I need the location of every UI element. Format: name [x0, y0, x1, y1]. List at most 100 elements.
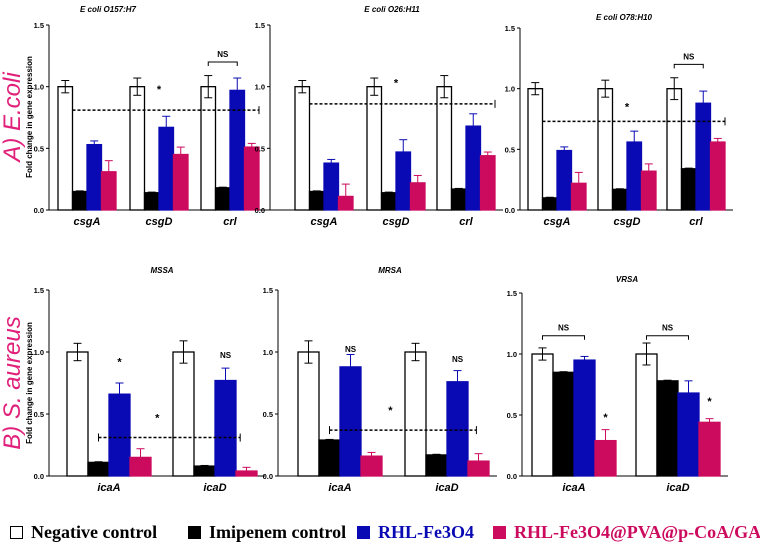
bar-negative-control: [200, 86, 217, 211]
x-tick-label: icaD: [203, 482, 226, 494]
y-tick-label: 0.5: [505, 145, 515, 154]
x-tick-label: icaD: [666, 482, 689, 494]
bar-negative-control: [597, 88, 614, 211]
legend-swatch: [357, 526, 370, 539]
bar-imipenem-control: [308, 190, 325, 211]
panel-title: E coli O157:H7: [80, 5, 137, 14]
bar-rhl-fe3o4-pva-p-coa-ga: [594, 439, 617, 477]
y-tick-label: 1.0: [507, 350, 517, 359]
bar-rhl-fe3o4: [677, 392, 700, 477]
x-tick-label: csgD: [383, 216, 410, 228]
panel-title: VRSA: [616, 275, 638, 284]
bar-rhl-fe3o4-pva-p-coa-ga: [243, 146, 260, 211]
x-tick-label: csgA: [311, 216, 338, 228]
bar-rhl-fe3o4: [695, 102, 712, 211]
significance-label: *: [388, 405, 393, 417]
bar-rhl-fe3o4: [214, 379, 237, 477]
bar-negative-control: [297, 351, 320, 477]
bar-rhl-fe3o4-pva-p-coa-ga: [100, 171, 117, 211]
bar-negative-control: [57, 86, 74, 211]
y-tick-label: 0.0: [505, 206, 515, 215]
x-tick-label: icaA: [328, 482, 351, 494]
bar-imipenem-control: [380, 192, 397, 211]
significance-label: *: [625, 102, 630, 114]
bar-imipenem-control: [656, 380, 679, 477]
y-tick-label: 1.5: [507, 289, 517, 298]
bar-rhl-fe3o4: [626, 141, 643, 211]
y-tick-label: 1.5: [34, 286, 44, 295]
bar-negative-control: [66, 351, 89, 477]
bar-rhl-fe3o4-pva-p-coa-ga: [337, 195, 354, 211]
bar-rhl-fe3o4-pva-p-coa-ga: [172, 153, 189, 211]
bar-imipenem-control: [680, 168, 697, 211]
x-tick-label: crl: [459, 216, 473, 228]
significance-label: *: [117, 357, 122, 369]
bar-rhl-fe3o4: [86, 143, 103, 211]
y-tick-label: 0.5: [263, 410, 273, 419]
significance-bracket: [646, 335, 689, 340]
y-tick-label: 1.5: [34, 21, 44, 30]
bar-rhl-fe3o4: [158, 126, 175, 211]
y-tick-label: 0.5: [507, 411, 517, 420]
bar-imipenem-control: [425, 454, 448, 477]
bar-rhl-fe3o4-pva-p-coa-ga: [709, 141, 726, 211]
y-tick-label: 1.0: [505, 85, 515, 94]
x-tick-label: crl: [223, 216, 237, 228]
bar-imipenem-control: [611, 188, 628, 211]
x-tick-label: csgA: [544, 216, 571, 228]
bar-negative-control: [366, 86, 383, 211]
bar-negative-control: [527, 88, 544, 211]
significance-bracket: [207, 61, 238, 66]
bar-negative-control: [129, 86, 146, 211]
bar-rhl-fe3o4: [229, 89, 246, 211]
section-label-saureus: B) S. aureus: [0, 316, 26, 449]
bar-imipenem-control: [541, 197, 558, 211]
legend-item-imipenem-control: Imipenem control: [188, 522, 346, 543]
y-tick-label: 0.0: [507, 472, 517, 481]
bar-imipenem-control: [214, 187, 231, 211]
bar-negative-control: [294, 86, 311, 211]
significance-bracket: [673, 63, 704, 69]
bar-imipenem-control: [193, 465, 216, 477]
bar-rhl-fe3o4: [108, 393, 131, 477]
y-tick-label: 1.5: [505, 24, 515, 33]
bar-imipenem-control: [552, 371, 575, 477]
bar-rhl-fe3o4: [556, 149, 573, 211]
bar-rhl-fe3o4: [573, 359, 596, 477]
panel-title: E coli O78:H10: [596, 13, 653, 22]
x-tick-label: csgD: [614, 216, 641, 228]
bar-rhl-fe3o4-pva-p-coa-ga: [640, 170, 657, 211]
bar-rhl-fe3o4-pva-p-coa-ga: [570, 182, 587, 211]
legend-label: Imipenem control: [209, 522, 347, 542]
significance-label: *: [707, 396, 712, 408]
y-tick-label: 1.5: [255, 21, 265, 30]
bar-imipenem-control: [87, 461, 110, 477]
bar-rhl-fe3o4: [323, 162, 340, 211]
significance-bracket: [542, 335, 585, 340]
significance-label: NS: [217, 50, 229, 59]
significance-label: NS: [558, 324, 570, 333]
bar-imipenem-control: [450, 188, 467, 211]
y-tick-label: 1.5: [263, 286, 273, 295]
section-label-ecoli: A) E.coli: [0, 72, 26, 164]
significance-label: NS: [345, 345, 357, 354]
significance-label: NS: [683, 52, 695, 61]
y-tick-label: 1.0: [34, 83, 44, 92]
significance-label: NS: [662, 324, 674, 333]
legend-item-negative-control: Negative control: [10, 522, 157, 543]
panel-title: MSSA: [150, 266, 173, 275]
x-tick-label: crl: [689, 216, 703, 228]
y-tick-label: 0.0: [34, 206, 44, 215]
significance-label: NS: [452, 355, 464, 364]
y-axis-title: Fold change in gene expression: [25, 322, 34, 444]
y-tick-label: 1.0: [255, 83, 265, 92]
bar-imipenem-control: [143, 192, 160, 211]
legend-label: RHL-Fe3O4: [378, 522, 474, 542]
bar-rhl-fe3o4-pva-p-coa-ga: [409, 182, 426, 211]
y-tick-label: 1.0: [34, 348, 44, 357]
y-tick-label: 0.0: [263, 472, 273, 481]
legend-swatch: [188, 526, 201, 539]
x-tick-label: csgD: [146, 216, 173, 228]
x-tick-label: icaA: [97, 482, 120, 494]
y-tick-label: 0.5: [255, 144, 265, 153]
